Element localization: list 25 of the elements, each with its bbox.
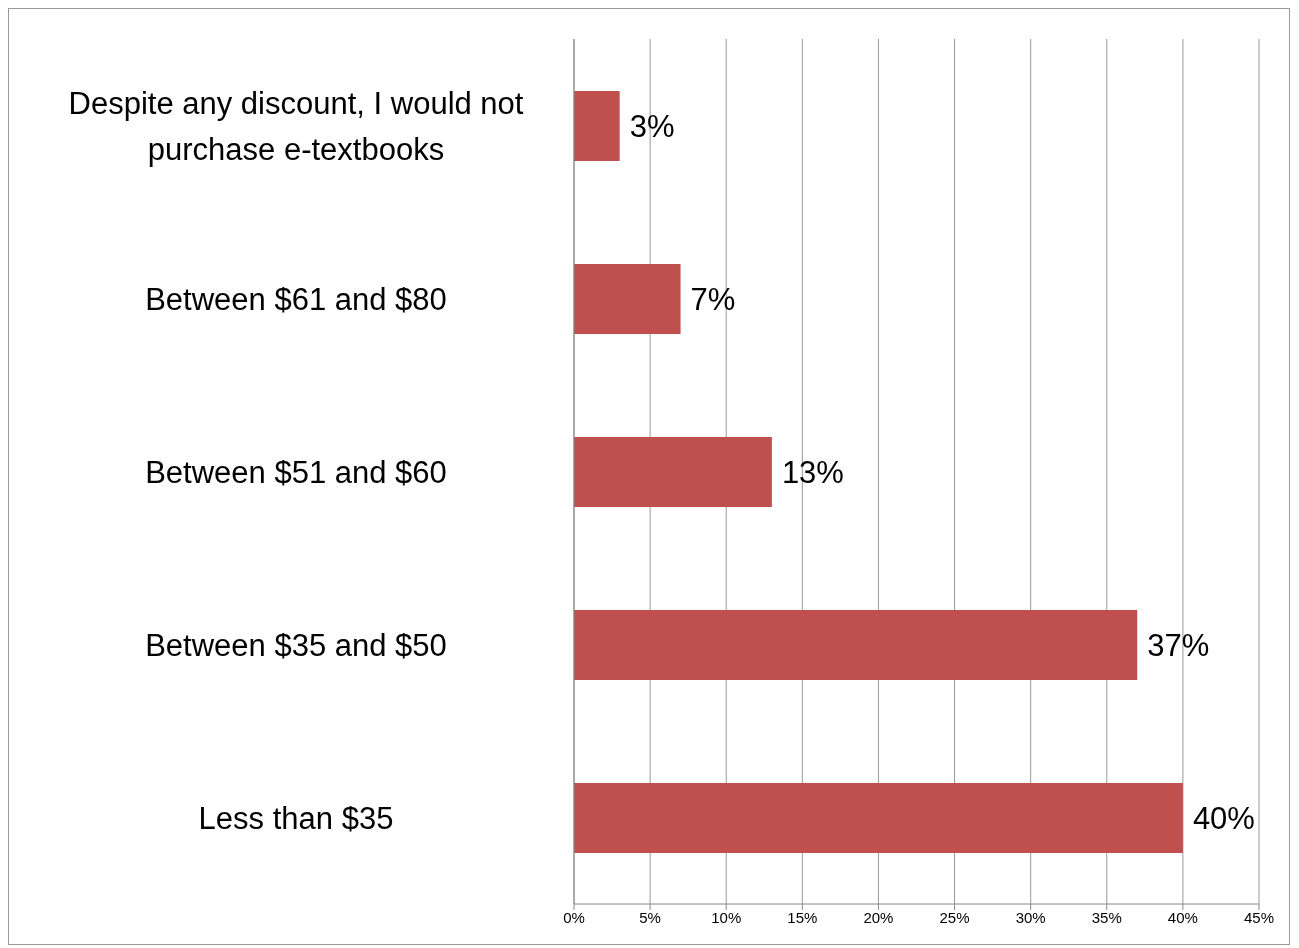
y-tick-label: Less than $35 xyxy=(198,800,394,835)
data-label: 13% xyxy=(781,454,844,490)
x-tick-label: 10% xyxy=(711,908,742,926)
x-tick-label: 25% xyxy=(939,908,970,926)
data-label: 7% xyxy=(690,281,736,317)
bar xyxy=(574,437,772,507)
x-tick-label: 45% xyxy=(1243,908,1275,926)
x-tick-label: 35% xyxy=(1091,908,1122,926)
x-tick-label: 0% xyxy=(563,908,585,926)
data-label: 3% xyxy=(629,108,675,144)
x-tick-label: 15% xyxy=(787,908,818,926)
bar xyxy=(574,783,1183,853)
y-tick-label: Despite any discount, I would not purchase e-textbooks xyxy=(68,85,524,166)
x-tick-label: 40% xyxy=(1167,908,1198,926)
bar xyxy=(574,91,620,161)
bar xyxy=(574,610,1138,680)
x-tick-label: 20% xyxy=(863,908,894,926)
x-tick-label: 30% xyxy=(1015,908,1046,926)
y-tick-label: Between $61 and $80 xyxy=(145,281,447,316)
data-label: 37% xyxy=(1147,627,1210,663)
x-tick-label: 5% xyxy=(639,908,661,926)
y-tick-label: Between $51 and $60 xyxy=(145,454,447,489)
bar xyxy=(574,264,681,334)
y-tick-label: Between $35 and $50 xyxy=(145,627,447,662)
data-label: 40% xyxy=(1192,800,1255,836)
